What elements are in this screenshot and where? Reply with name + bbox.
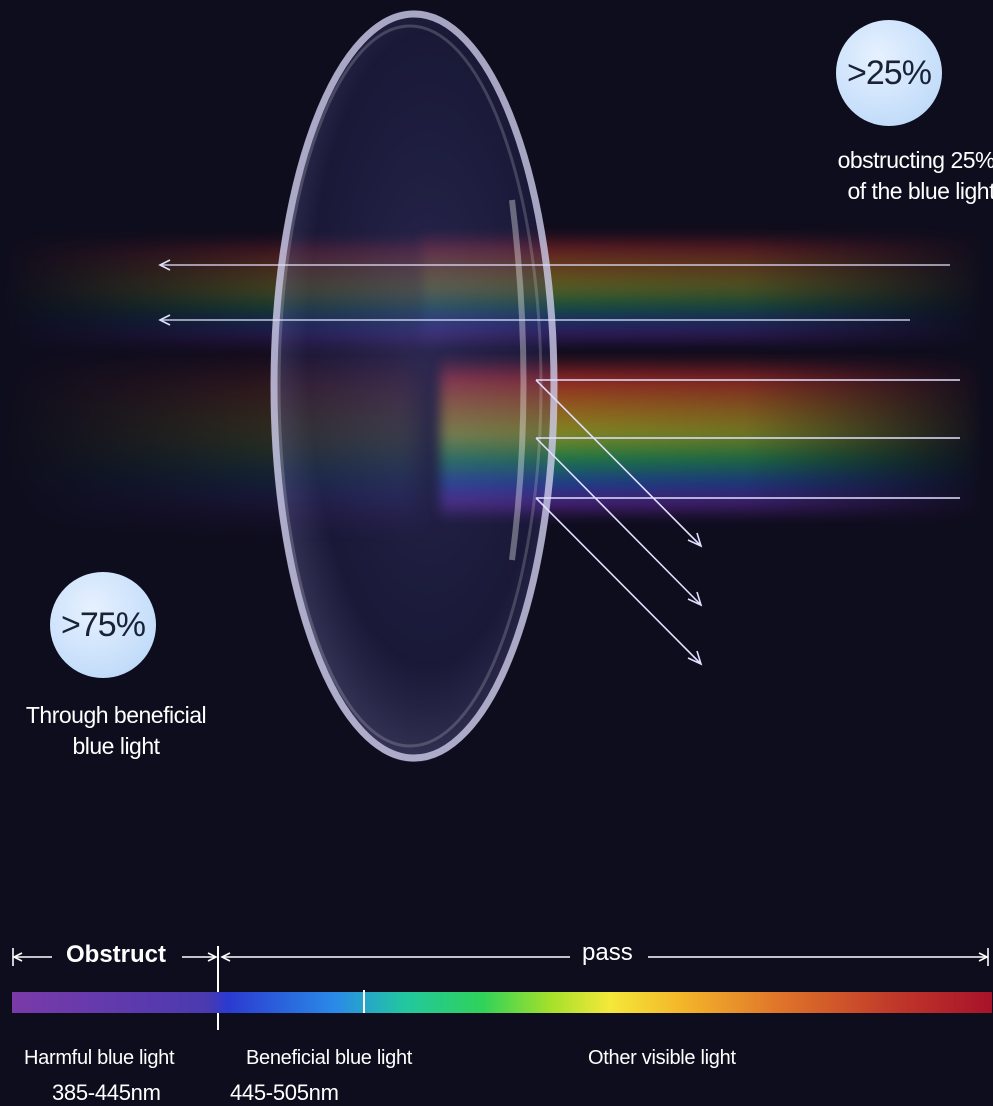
spectrum-bar — [12, 990, 992, 1013]
obstruct-caption-line-1: obstructing 25% — [837, 147, 993, 173]
pass-caption: Through beneficial blue light — [0, 700, 232, 762]
obstruct-percent-value: >25% — [847, 53, 932, 92]
harmful-blue-light-range: 385-445nm — [52, 1080, 161, 1105]
lens — [270, 10, 558, 762]
beneficial-blue-light-range: 445-505nm — [230, 1080, 339, 1105]
pass-label: pass — [582, 939, 633, 966]
obstruct-caption-line-2: of the blue light — [847, 178, 993, 204]
harmful-blue-light-label: Harmful blue light — [24, 1047, 175, 1069]
pass-percent-value: >75% — [61, 605, 146, 644]
pass-caption-line-1: Through beneficial — [25, 702, 207, 728]
obstruct-caption: obstructing 25% of the blue light — [790, 145, 993, 207]
obstruct-label: Obstruct — [66, 941, 167, 968]
other-visible-light-label: Other visible light — [588, 1047, 736, 1069]
pass-percent-badge: >75% — [50, 572, 156, 678]
beneficial-blue-light-label: Beneficial blue light — [246, 1047, 413, 1069]
obstruct-percent-badge: >25% — [836, 20, 942, 126]
scale-arrows — [12, 946, 989, 1030]
light-rays — [158, 259, 960, 666]
pass-caption-line-2: blue light — [72, 733, 160, 759]
